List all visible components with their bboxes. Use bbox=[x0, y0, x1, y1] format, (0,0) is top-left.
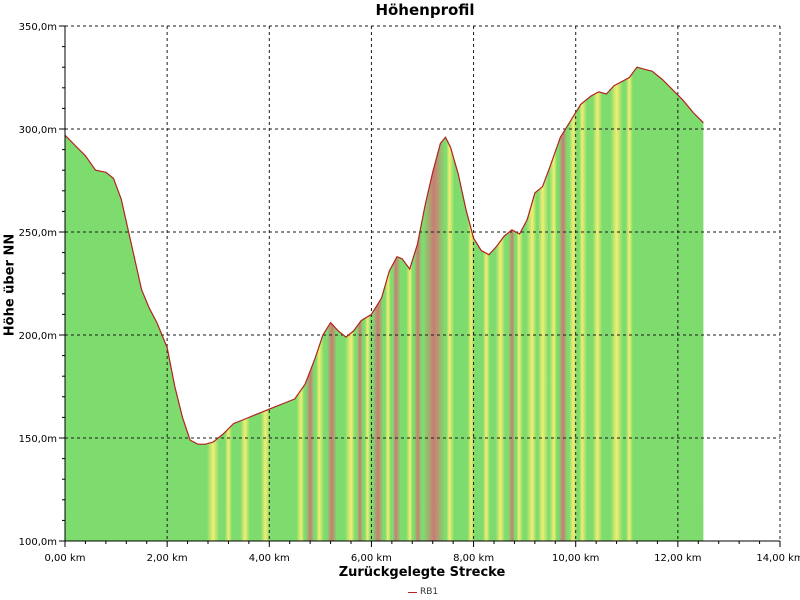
y-tick-label: 350,0m bbox=[19, 22, 57, 33]
x-tick-label: 0,00 km bbox=[45, 553, 86, 564]
legend: RB1 bbox=[408, 587, 438, 597]
y-tick-label: 200,0m bbox=[19, 331, 57, 342]
chart-title: Höhenprofil bbox=[375, 1, 475, 19]
x-tick-label: 2,00 km bbox=[147, 553, 188, 564]
y-axis-label: Höhe über NN bbox=[2, 233, 18, 337]
elevation-area bbox=[65, 67, 704, 541]
y-tick-label: 100,0m bbox=[19, 537, 57, 548]
x-tick-label: 12,00 km bbox=[654, 553, 701, 564]
x-tick-label: 8,00 km bbox=[453, 553, 494, 564]
legend-swatch bbox=[408, 591, 417, 593]
y-tick-label: 250,0m bbox=[19, 228, 57, 239]
x-tick-label: 6,00 km bbox=[351, 553, 392, 564]
y-tick-label: 300,0m bbox=[19, 125, 57, 136]
y-tick-label: 150,0m bbox=[19, 434, 57, 445]
x-tick-label: 10,00 km bbox=[552, 553, 599, 564]
x-tick-label: 14,00 km bbox=[756, 553, 800, 564]
legend-label: RB1 bbox=[420, 587, 439, 597]
x-tick-label: 4,00 km bbox=[249, 553, 290, 564]
x-axis-label: Zurückgelegte Strecke bbox=[338, 565, 506, 580]
elevation-line bbox=[64, 66, 704, 445]
